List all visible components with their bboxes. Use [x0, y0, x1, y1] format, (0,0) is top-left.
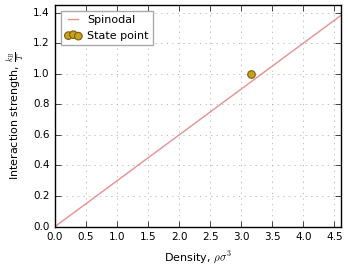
- Legend: Spinodal, State point: Spinodal, State point: [61, 11, 153, 45]
- X-axis label: Density, $\rho\sigma^3$: Density, $\rho\sigma^3$: [164, 249, 232, 265]
- State point: [248, 72, 253, 76]
- Y-axis label: Interaction strength, $\frac{k_B}{T}$: Interaction strength, $\frac{k_B}{T}$: [5, 51, 26, 180]
